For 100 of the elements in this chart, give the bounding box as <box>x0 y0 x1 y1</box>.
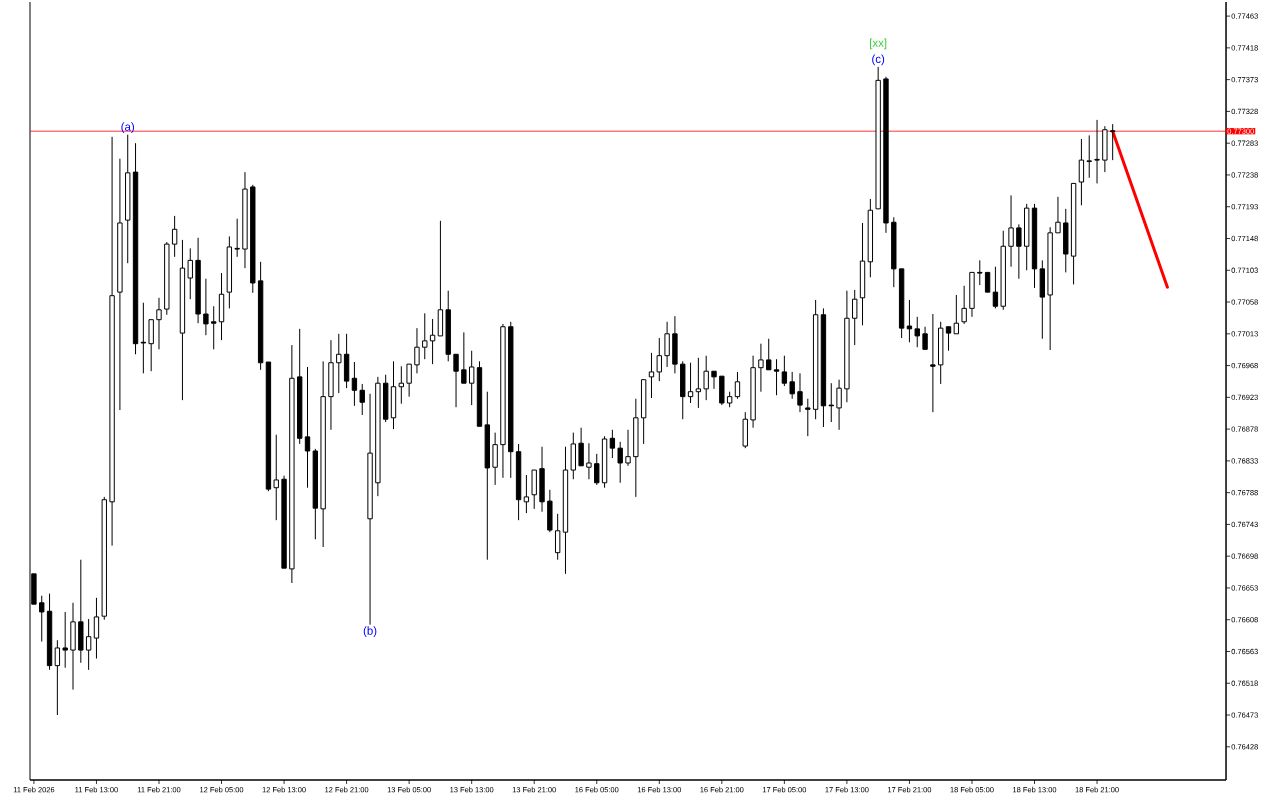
candlestick <box>117 158 123 411</box>
candlestick <box>1078 138 1085 206</box>
candlestick <box>195 237 201 324</box>
candlestick <box>211 305 217 350</box>
candlestick <box>156 297 162 350</box>
candlestick <box>594 453 600 486</box>
candlestick <box>703 355 709 401</box>
candlestick <box>234 218 240 258</box>
candlestick <box>680 360 686 420</box>
candlestick <box>242 171 248 269</box>
candlestick <box>1008 194 1014 268</box>
candlestick <box>656 337 662 382</box>
candlestick <box>930 313 936 413</box>
candlestick <box>187 247 193 300</box>
candlestick <box>836 379 842 431</box>
candlestick <box>773 358 780 396</box>
candlestick <box>906 299 913 343</box>
candlestick <box>984 271 991 293</box>
candlestick <box>758 343 764 393</box>
candlestick <box>750 355 756 429</box>
candlestick <box>805 398 811 437</box>
candlestick <box>992 266 999 309</box>
candlestick <box>578 427 584 467</box>
candlestick <box>437 220 444 337</box>
candlestick <box>171 215 178 258</box>
candlestick <box>953 294 960 335</box>
candlestick <box>312 448 319 540</box>
candlestick <box>570 432 576 480</box>
annotation: (a) <box>121 122 135 134</box>
candlestick <box>539 446 545 513</box>
candlestick <box>226 235 233 309</box>
candlestick <box>468 350 475 406</box>
candlestick <box>1063 208 1069 273</box>
annotation: (b) <box>363 626 377 638</box>
candlestick <box>883 76 889 234</box>
candlestick <box>828 382 834 423</box>
candlestick <box>891 216 897 288</box>
candlestick <box>977 259 983 286</box>
candlestick <box>1109 123 1116 161</box>
candlestick <box>375 376 381 497</box>
candlestick <box>359 383 365 416</box>
candlestick <box>1000 230 1006 311</box>
candlestick <box>328 339 334 431</box>
candlestick <box>711 370 717 390</box>
candlestick <box>633 398 639 498</box>
candlestick <box>586 442 592 480</box>
candlestick <box>62 611 68 669</box>
candlestick <box>609 429 616 459</box>
candlestick <box>867 198 874 278</box>
candlestick <box>406 363 412 398</box>
candlestick <box>453 353 459 408</box>
candlestick <box>343 333 350 389</box>
candlestick <box>336 333 342 394</box>
candlestick <box>85 618 92 671</box>
candlestick <box>562 446 569 575</box>
candlestick <box>93 597 100 660</box>
candlestick <box>476 360 483 427</box>
candlestick <box>859 222 866 326</box>
annotation: (c) <box>872 54 885 66</box>
candlestick <box>844 290 850 403</box>
annotation: [xx] <box>870 38 887 50</box>
candlestick <box>304 366 311 489</box>
candlestick <box>461 331 467 384</box>
candlestick <box>109 136 115 547</box>
candlestick <box>1039 259 1046 340</box>
candlestick <box>273 434 279 521</box>
candlestick <box>422 312 428 360</box>
candlestick <box>125 134 131 264</box>
candlestick <box>445 290 451 362</box>
candlestick <box>46 593 53 671</box>
candlestick <box>672 315 678 374</box>
candlestick <box>789 371 795 400</box>
candlestick <box>554 513 561 561</box>
candlestick <box>961 285 967 325</box>
candlestick <box>1031 203 1038 289</box>
candlestick <box>484 391 490 561</box>
candlestick <box>648 352 655 399</box>
candlestick <box>351 361 358 407</box>
candlestick <box>664 321 670 368</box>
candlestick <box>78 559 84 664</box>
candlestick <box>414 327 420 374</box>
candlestick <box>320 360 326 548</box>
candlestick <box>640 379 647 445</box>
candlestick <box>390 360 397 430</box>
candlestick <box>1094 119 1100 184</box>
candlestick <box>1016 223 1022 280</box>
candlestick <box>852 289 858 346</box>
candlestick <box>289 344 295 584</box>
candlestick <box>54 639 61 716</box>
candlestick <box>1086 134 1092 179</box>
candlestick <box>297 328 303 445</box>
candlestick <box>766 338 772 371</box>
candlestick <box>687 362 694 404</box>
candlestick <box>1047 226 1053 351</box>
candlestick <box>938 321 944 385</box>
candlestick <box>500 323 506 479</box>
candlestick <box>492 432 498 486</box>
candlestick <box>132 142 139 355</box>
candlestick <box>531 469 537 510</box>
candlestick <box>914 316 920 348</box>
